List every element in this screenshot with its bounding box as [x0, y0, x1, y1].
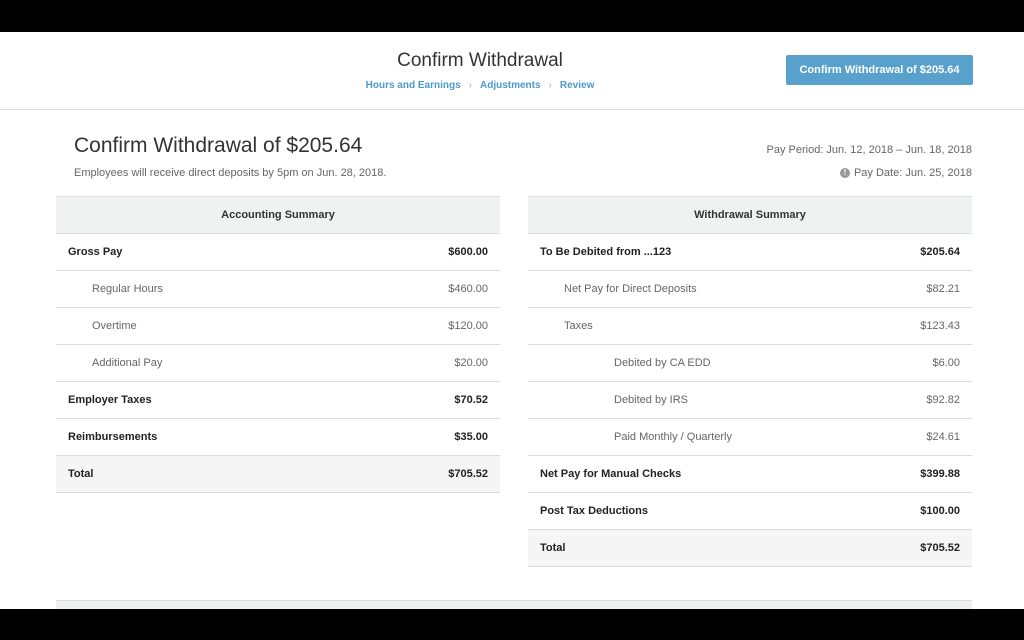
table-row: Post Tax Deductions $100.00: [528, 493, 972, 530]
row-value: $120.00: [448, 320, 488, 332]
row-value: $705.52: [920, 542, 960, 554]
confirm-withdrawal-button[interactable]: Confirm Withdrawal of $205.64: [786, 55, 973, 85]
table-row: Net Pay for Manual Checks $399.88: [528, 456, 972, 493]
row-value: $705.52: [448, 468, 488, 480]
row-value: $92.82: [926, 394, 960, 406]
breadcrumb-hours-and-earnings[interactable]: Hours and Earnings: [365, 80, 461, 91]
row-value: $100.00: [920, 505, 960, 517]
app-screen: Confirm Withdrawal Hours and Earnings › Ad…: [0, 32, 1024, 609]
table-row: To Be Debited from ...123 $205.64: [528, 234, 972, 271]
row-label: Employer Taxes: [68, 394, 152, 406]
row-label: Post Tax Deductions: [540, 505, 648, 517]
row-label: Gross Pay: [68, 246, 123, 258]
table-row: Additional Pay $20.00: [56, 345, 500, 382]
row-value: $205.64: [920, 246, 960, 258]
table-row: Debited by IRS $92.82: [528, 382, 972, 419]
accounting-summary-table: Accounting Summary Gross Pay $600.00 Regul…: [56, 196, 500, 493]
chevron-right-icon: ›: [468, 80, 472, 91]
pay-period: Pay Period: Jun. 12, 2018 – Jun. 18, 201…: [766, 144, 972, 156]
row-value: $35.00: [454, 431, 488, 443]
info-icon[interactable]: !: [839, 168, 850, 178]
table-row: Taxes $123.43: [528, 308, 972, 345]
row-value: $600.00: [448, 246, 488, 258]
row-label: Debited by CA EDD: [614, 357, 711, 369]
row-label: Total: [68, 468, 94, 480]
table-row: Employer Taxes $70.52: [56, 382, 500, 419]
breadcrumb: Hours and Earnings › Adjustments › Review: [0, 80, 960, 91]
row-value: $70.52: [454, 394, 488, 406]
footer-bar: [56, 600, 972, 609]
table-row: Gross Pay $600.00: [56, 234, 500, 271]
table-row: Reimbursements $35.00: [56, 419, 500, 456]
row-label: Overtime: [92, 320, 137, 332]
page-title: Confirm Withdrawal of $205.64: [74, 134, 363, 157]
top-bar: Confirm Withdrawal Hours and Earnings › Ad…: [0, 32, 1024, 110]
withdrawal-summary-table: Withdrawal Summary To Be Debited from ..…: [528, 196, 972, 567]
breadcrumb-adjustments[interactable]: Adjustments: [479, 80, 541, 91]
page-subtitle: Employees will receive direct deposits b…: [74, 167, 387, 179]
row-value: $20.00: [454, 357, 488, 369]
table-header: Withdrawal Summary: [528, 197, 972, 234]
row-value: $399.88: [920, 468, 960, 480]
table-row: Net Pay for Direct Deposits $82.21: [528, 271, 972, 308]
table-row: Total $705.52: [528, 530, 972, 567]
row-value: $24.61: [926, 431, 960, 443]
page-header-title: Confirm Withdrawal: [397, 50, 563, 71]
row-label: Paid Monthly / Quarterly: [614, 431, 732, 443]
row-label: Total: [540, 542, 566, 554]
breadcrumb-review[interactable]: Review: [559, 80, 595, 91]
table-row: Regular Hours $460.00: [56, 271, 500, 308]
row-label: Reimbursements: [68, 431, 158, 443]
row-label: Taxes: [564, 320, 593, 332]
row-value: $460.00: [448, 283, 488, 295]
row-label: Net Pay for Direct Deposits: [564, 283, 697, 295]
row-label: Additional Pay: [92, 357, 163, 369]
pay-date: ! Pay Date: Jun. 25, 2018: [839, 167, 972, 179]
row-label: To Be Debited from ...123: [540, 246, 672, 258]
row-label: Debited by IRS: [614, 394, 688, 406]
row-value: $123.43: [920, 320, 960, 332]
chevron-right-icon: ›: [548, 80, 552, 91]
table-row: Total $705.52: [56, 456, 500, 493]
pay-date-text: Pay Date: Jun. 25, 2018: [853, 167, 972, 179]
row-value: $6.00: [932, 357, 960, 369]
table-row: Overtime $120.00: [56, 308, 500, 345]
table-row: Paid Monthly / Quarterly $24.61: [528, 419, 972, 456]
table-header: Accounting Summary: [56, 197, 500, 234]
row-label: Regular Hours: [92, 283, 163, 295]
row-value: $82.21: [926, 283, 960, 295]
table-row: Debited by CA EDD $6.00: [528, 345, 972, 382]
row-label: Net Pay for Manual Checks: [540, 468, 682, 480]
